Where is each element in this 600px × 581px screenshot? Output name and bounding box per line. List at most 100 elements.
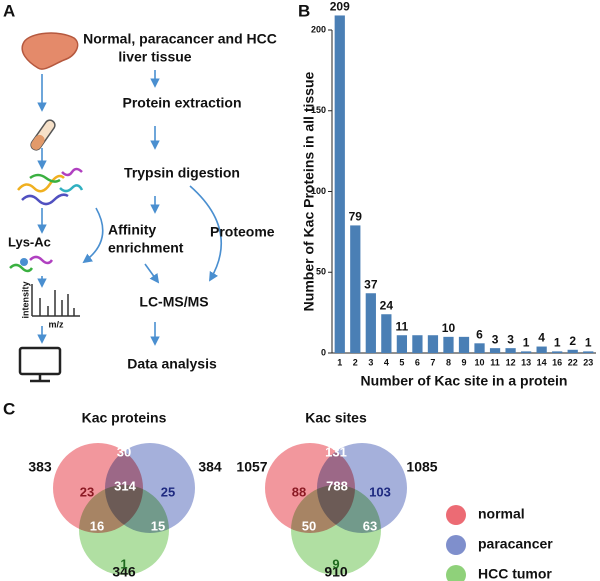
set-total: 384 xyxy=(198,459,222,475)
value-label: 6 xyxy=(476,327,483,341)
bar xyxy=(350,225,361,353)
region-count: 50 xyxy=(302,518,316,533)
region-count: 103 xyxy=(369,484,391,499)
y-tick-label: 0 xyxy=(321,347,326,357)
y-tick-label: 50 xyxy=(316,267,326,277)
bar xyxy=(412,335,423,353)
legend-label: normal xyxy=(478,506,525,522)
region-count: 788 xyxy=(326,478,348,493)
legend-swatch xyxy=(446,505,466,525)
value-label: 2 xyxy=(569,334,576,348)
x-tick-label: 3 xyxy=(368,357,373,367)
bar xyxy=(427,335,439,353)
x-tick-label: 22 xyxy=(568,357,578,367)
bar xyxy=(489,348,501,353)
bar xyxy=(505,348,516,353)
value-label: 37 xyxy=(364,277,378,291)
x-axis-label: Number of Kac site in a protein xyxy=(361,373,568,389)
icon-label: intensity xyxy=(20,281,30,318)
bar xyxy=(567,349,578,353)
bar xyxy=(474,343,485,353)
value-label: 11 xyxy=(396,319,409,333)
region-count: 1 xyxy=(120,556,127,571)
x-tick-label: 16 xyxy=(552,357,562,367)
region-count: 314 xyxy=(114,478,136,493)
x-tick-label: 4 xyxy=(384,357,389,367)
x-tick-label: 9 xyxy=(461,357,466,367)
value-label: 79 xyxy=(349,210,363,224)
venn-diagrams: Kac proteins 383 384 346 23 30 25 16 314 15 1 Kac s… xyxy=(28,410,553,581)
branch-label: Proteome xyxy=(210,224,275,240)
value-label: 24 xyxy=(380,298,394,312)
spectrum-icon xyxy=(31,284,80,317)
venn-title: Kac sites xyxy=(305,410,367,426)
value-label: 1 xyxy=(585,336,592,350)
region-count: 25 xyxy=(161,484,175,499)
enrichment-icon xyxy=(9,255,54,273)
legend-swatch xyxy=(446,565,466,581)
legend-label: HCC tumor xyxy=(478,566,552,581)
y-tick-label: 200 xyxy=(311,24,326,34)
panel-label: B xyxy=(298,1,310,20)
x-tick-label: 12 xyxy=(506,357,516,367)
workflow-steps: Normal, paracancer and HCC liver tissue Pr… xyxy=(83,31,277,372)
region-count: 63 xyxy=(363,518,377,533)
value-label: 3 xyxy=(507,332,514,346)
value-label: 10 xyxy=(442,321,456,335)
bar xyxy=(334,15,345,354)
icon-label: Lys-Ac xyxy=(8,234,51,249)
set-total: 1057 xyxy=(236,459,267,475)
workflow-arrows xyxy=(37,70,223,346)
region-count: 15 xyxy=(151,518,165,533)
value-label: 4 xyxy=(538,331,545,345)
region-count: 131 xyxy=(325,444,347,459)
region-count: 23 xyxy=(80,484,94,499)
region-count: 30 xyxy=(117,444,131,459)
bar xyxy=(536,346,547,353)
value-label: 209 xyxy=(330,0,350,14)
region-count: 16 xyxy=(90,518,104,533)
workflow-step: Data analysis xyxy=(127,356,217,372)
y-tick-label: 150 xyxy=(311,105,326,115)
legend-swatch xyxy=(446,535,466,555)
x-tick-label: 13 xyxy=(521,357,531,367)
set-total: 383 xyxy=(28,459,52,475)
x-tick-label: 5 xyxy=(399,357,404,367)
value-label: 1 xyxy=(554,336,561,350)
y-tick-label: 100 xyxy=(311,186,326,196)
x-tick-label: 10 xyxy=(475,357,485,367)
panel-label: C xyxy=(3,399,15,418)
x-tick-label: 14 xyxy=(537,357,547,367)
venn-circle xyxy=(291,485,381,575)
bar xyxy=(365,293,376,353)
workflow-step: Affinity xyxy=(108,222,156,238)
workflow-step: Protein extraction xyxy=(122,95,241,111)
value-label: 3 xyxy=(492,332,499,346)
tube-icon xyxy=(30,119,56,151)
bar xyxy=(458,336,470,353)
x-tick-label: 23 xyxy=(583,357,593,367)
icon-label: m/z xyxy=(48,319,64,329)
set-total: 346 xyxy=(112,564,136,580)
bar xyxy=(583,351,594,353)
workflow-step: enrichment xyxy=(108,240,184,256)
peptides-icon xyxy=(17,167,84,206)
region-count: 88 xyxy=(292,484,306,499)
workflow-step: Trypsin digestion xyxy=(124,165,240,181)
bar xyxy=(443,336,454,353)
venn-title: Kac proteins xyxy=(82,410,167,426)
bar xyxy=(552,351,563,353)
x-tick-label: 6 xyxy=(415,357,420,367)
bar xyxy=(520,351,532,353)
workflow-step: LC-MS/MS xyxy=(139,294,208,310)
bar xyxy=(381,314,392,353)
x-tick-label: 2 xyxy=(353,357,358,367)
panel-label: A xyxy=(3,1,15,20)
region-count: 9 xyxy=(332,556,339,571)
bar xyxy=(396,335,408,353)
set-total: 910 xyxy=(324,564,348,580)
set-total: 1085 xyxy=(406,459,437,475)
y-axis-label: Number of Kac Proteins in all tissue xyxy=(301,71,317,311)
